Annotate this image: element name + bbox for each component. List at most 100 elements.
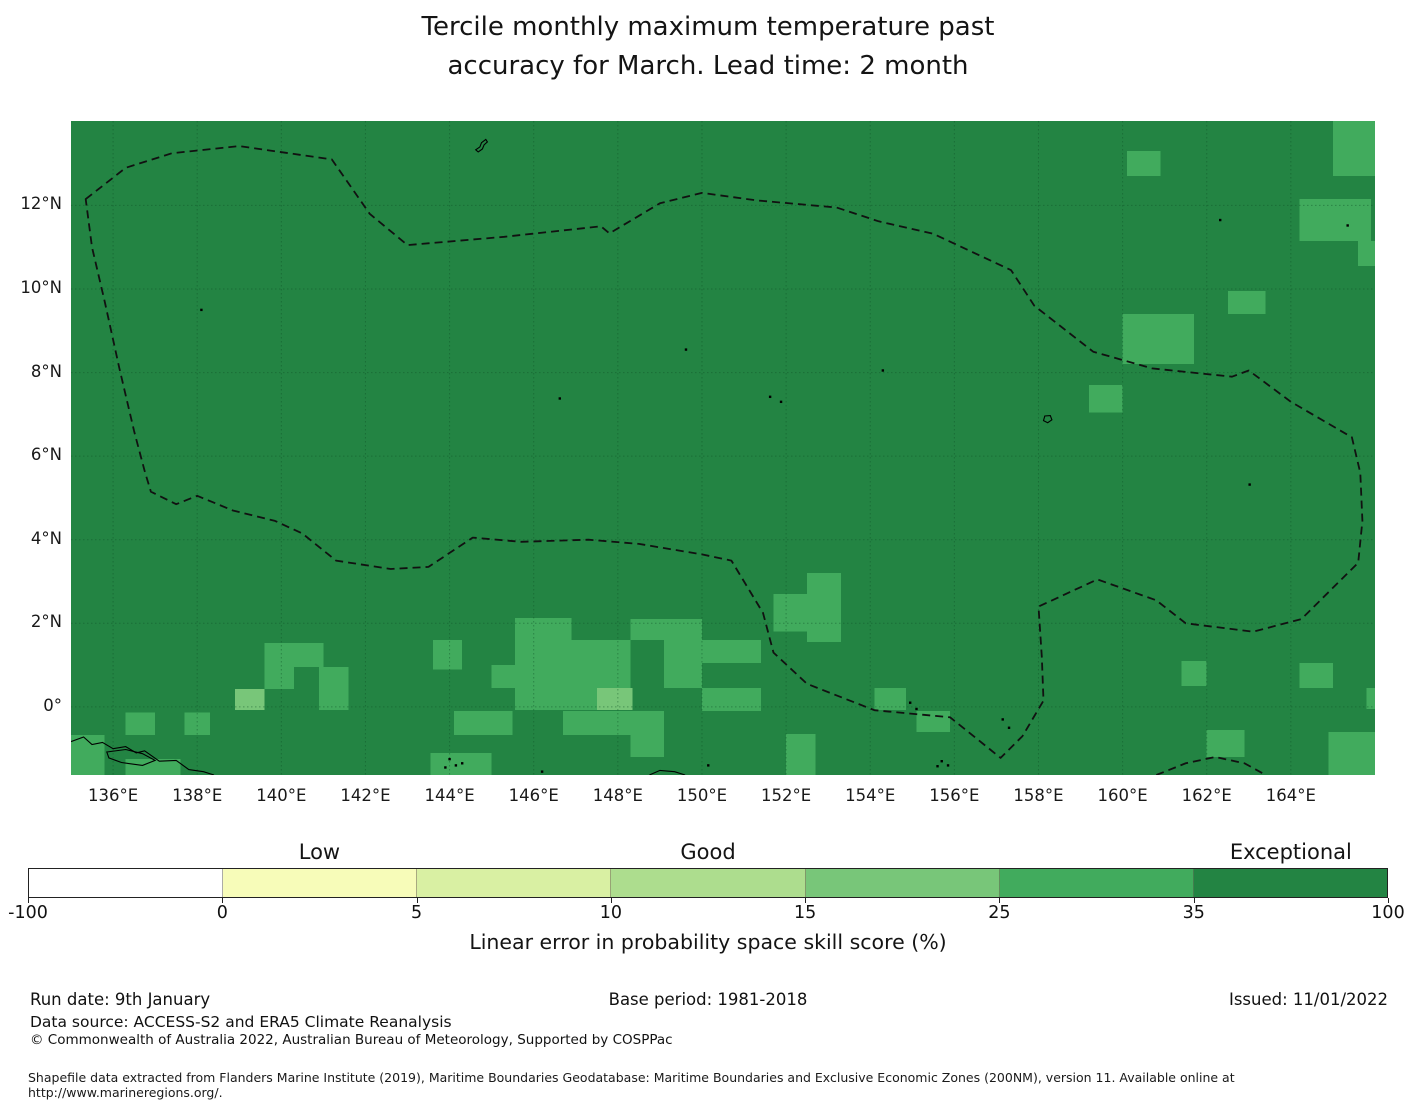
x-tick-label: 156°E bbox=[929, 786, 980, 805]
skill-cell-25-35 bbox=[1088, 385, 1123, 413]
data-source: Data source: ACCESS-S2 and ERA5 Climate … bbox=[30, 1013, 452, 1031]
island-dot bbox=[1219, 218, 1222, 222]
island-dot bbox=[915, 707, 918, 711]
island-dot bbox=[540, 770, 544, 773]
skill-cell-25-35 bbox=[786, 734, 816, 775]
skill-cell-25-35 bbox=[1122, 314, 1195, 365]
colorbar-segment-3 bbox=[611, 869, 806, 897]
colorbar-tick-label: 10 bbox=[599, 903, 622, 923]
skill-cell-25-35 bbox=[664, 640, 702, 689]
x-tick-label: 150°E bbox=[676, 786, 728, 805]
island-dot bbox=[454, 764, 458, 767]
skill-cell-25-35 bbox=[701, 688, 761, 712]
coastline bbox=[649, 769, 686, 776]
island-dot bbox=[444, 766, 447, 769]
skill-cell-25-35 bbox=[125, 759, 181, 775]
x-tick-label: 136°E bbox=[87, 786, 139, 805]
x-tick-label: 162°E bbox=[1181, 786, 1232, 805]
skill-cell-25-35 bbox=[563, 711, 665, 735]
x-tick-label: 140°E bbox=[256, 786, 307, 805]
skill-cell-25-35 bbox=[184, 712, 210, 735]
y-tick-label: 10°N bbox=[20, 277, 62, 297]
map-area bbox=[70, 121, 1375, 776]
colorbar-tick-label: 100 bbox=[1371, 903, 1405, 923]
colorbar-tick-label: 5 bbox=[410, 903, 423, 923]
island-dot bbox=[448, 757, 451, 761]
y-tick-label: 4°N bbox=[30, 528, 62, 548]
base-period: Base period: 1981-2018 bbox=[608, 990, 808, 1009]
island-outline bbox=[474, 138, 489, 153]
island-dot bbox=[1248, 483, 1251, 486]
colorbar-tick bbox=[1388, 898, 1389, 903]
island-dot bbox=[558, 397, 561, 400]
island-dot bbox=[779, 400, 783, 404]
island-dot bbox=[940, 760, 943, 763]
skill-cell-25-35 bbox=[701, 640, 761, 664]
skill-cell-25-35 bbox=[630, 619, 702, 641]
colorbar bbox=[28, 868, 1388, 898]
skill-cell-25-35 bbox=[293, 642, 324, 667]
island-outline bbox=[1042, 415, 1053, 424]
x-tick-label: 158°E bbox=[1013, 786, 1064, 805]
colorbar-category-label: Low bbox=[298, 840, 341, 864]
y-tick-label: 8°N bbox=[30, 361, 62, 381]
colorbar-segment-2 bbox=[417, 869, 612, 897]
skill-cell-25-35 bbox=[514, 617, 572, 641]
skill-cell-25-35 bbox=[453, 711, 513, 735]
skill-cell-25-35 bbox=[1181, 660, 1207, 686]
skill-cell-25-35 bbox=[125, 712, 156, 735]
skill-cell-25-35 bbox=[1299, 663, 1333, 689]
y-tick-label: 12°N bbox=[20, 194, 62, 214]
figure-title-line2: accuracy for March. Lead time: 2 month bbox=[447, 51, 969, 81]
colorbar-category-label: Good bbox=[680, 840, 736, 864]
skill-cell-15-25 bbox=[235, 688, 265, 710]
island-outline bbox=[106, 748, 157, 766]
x-tick-label: 144°E bbox=[424, 786, 475, 805]
figure-title: Tercile monthly maximum temperature past… bbox=[0, 8, 1416, 86]
y-tick-label: 0° bbox=[43, 695, 62, 715]
skill-cell-25-35 bbox=[1227, 291, 1266, 315]
skill-cell-25-35 bbox=[630, 734, 665, 758]
colorbar-tick-label: -100 bbox=[8, 903, 48, 923]
island-dot bbox=[1346, 224, 1349, 227]
copyright: © Commonwealth of Australia 2022, Austra… bbox=[30, 1032, 673, 1048]
colorbar-caption: Linear error in probability space skill … bbox=[469, 930, 947, 954]
colorbar-segment-6 bbox=[1193, 869, 1387, 897]
colorbar-tick bbox=[416, 898, 418, 903]
island-dot bbox=[1001, 718, 1004, 721]
skill-cell-25-35 bbox=[491, 665, 515, 689]
x-tick-label: 154°E bbox=[845, 786, 896, 805]
skill-cell-25-35 bbox=[264, 642, 294, 689]
x-tick-label: 164°E bbox=[1265, 786, 1316, 805]
x-tick-label: 148°E bbox=[592, 786, 643, 805]
run-date: Run date: 9th January bbox=[30, 990, 211, 1009]
y-tick-label: 6°N bbox=[30, 445, 62, 465]
skill-cell-25-35 bbox=[1358, 240, 1375, 267]
island-dot bbox=[684, 348, 688, 351]
island-dot bbox=[461, 762, 464, 765]
colorbar-tick-label: 35 bbox=[1182, 903, 1205, 923]
colorbar-tick bbox=[1193, 898, 1195, 903]
island-dot bbox=[200, 308, 203, 312]
skill-cell-25-35 bbox=[1299, 199, 1371, 241]
colorbar-segment-4 bbox=[805, 869, 1000, 897]
colorbar-segment-0 bbox=[29, 869, 224, 897]
map-svg bbox=[70, 121, 1375, 776]
colorbar-segment-5 bbox=[999, 869, 1194, 897]
island-dot bbox=[881, 369, 885, 372]
skill-cell-25-35 bbox=[432, 640, 463, 670]
x-tick-label: 152°E bbox=[761, 786, 812, 805]
island-dot bbox=[908, 701, 912, 704]
colorbar-tick bbox=[222, 898, 224, 903]
skill-cell-25-35 bbox=[1206, 729, 1245, 758]
eez-boundary-dashed bbox=[84, 145, 1364, 759]
island-dot bbox=[707, 764, 710, 767]
y-tick-label: 2°N bbox=[30, 612, 62, 632]
colorbar-tick bbox=[28, 898, 29, 903]
island-dot bbox=[936, 765, 939, 768]
skill-cell-25-35 bbox=[773, 594, 808, 632]
skill-cell-25-35 bbox=[71, 734, 105, 775]
colorbar-tick-label: 15 bbox=[794, 903, 817, 923]
x-tick-label: 160°E bbox=[1097, 786, 1148, 805]
colorbar-segment-1 bbox=[223, 869, 418, 897]
